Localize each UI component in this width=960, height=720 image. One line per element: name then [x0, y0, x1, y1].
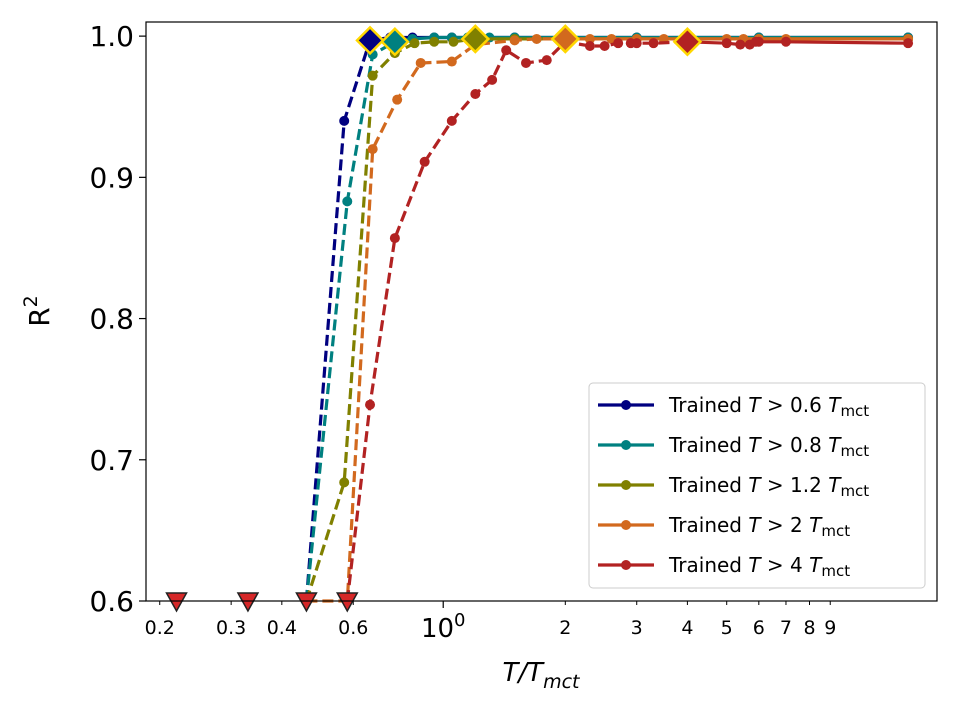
data-point: [446, 115, 457, 126]
y-tick-label: 0.9: [89, 161, 134, 194]
failed-triangle-marker: [335, 592, 359, 613]
x-minor-tick-label: 5: [721, 617, 733, 639]
data-point: [342, 196, 353, 207]
failed-triangle-marker: [295, 592, 318, 613]
data-point: [446, 56, 457, 67]
data-point: [419, 156, 430, 167]
data-point: [753, 36, 764, 47]
data-point: [389, 233, 400, 244]
x-minor-tick-label: 9: [824, 617, 836, 639]
data-point: [584, 33, 595, 44]
legend-marker: [621, 480, 631, 490]
legend-label: Trained T > 0.6 Tmct: [668, 393, 869, 420]
x-minor-tick-label: 7: [780, 617, 792, 639]
x-minor-tick-label: 0.2: [145, 617, 175, 639]
y-axis-title-superscript: 2: [20, 295, 42, 307]
data-point: [531, 33, 542, 44]
data-point: [599, 41, 610, 52]
data-point: [392, 94, 403, 105]
x-minor-tick-label: 0.4: [267, 617, 297, 639]
y-axis-title: R2: [20, 295, 56, 327]
threshold-diamond-marker: [355, 25, 385, 56]
data-point: [721, 38, 732, 49]
data-point: [613, 38, 624, 49]
legend-marker: [621, 520, 631, 530]
x-axis-title: T/Tmct: [503, 658, 581, 693]
threshold-diamond-marker: [550, 24, 581, 54]
x-minor-tick-label: 3: [631, 617, 643, 639]
x-minor-tick-label: 2: [559, 617, 571, 639]
data-point: [448, 36, 459, 47]
data-point: [501, 45, 512, 56]
data-point: [339, 477, 350, 488]
marker-layer: [165, 24, 703, 613]
y-tick-label: 1.0: [89, 20, 134, 53]
data-point: [365, 399, 376, 410]
legend-label: Trained T > 0.8 Tmct: [668, 433, 869, 460]
plot-frame: [145, 21, 938, 602]
data-point: [780, 36, 791, 47]
legend-label: Trained T > 1.2 Tmct: [668, 473, 869, 500]
data-point: [487, 74, 498, 85]
threshold-diamond-marker: [672, 27, 703, 57]
data-point: [429, 36, 440, 47]
x-minor-tick-label: 4: [681, 617, 693, 639]
failed-triangle-marker: [236, 592, 260, 613]
data-point: [339, 115, 350, 126]
legend-label: Trained T > 2 Tmct: [668, 513, 850, 540]
legend-marker: [621, 560, 631, 570]
series-dashed-line: [304, 37, 476, 602]
x-minor-tick-label: 8: [803, 617, 815, 639]
legend-marker: [621, 400, 631, 410]
x-axis-title-subscript: mct: [543, 671, 581, 693]
data-point: [735, 39, 746, 50]
legend-entry-1: Trained T > 0.6 Tmct: [598, 393, 869, 420]
y-tick-label: 0.6: [89, 585, 134, 618]
x-major-tick-label: 100: [421, 610, 466, 644]
x-minor-tick-label: 6: [753, 617, 765, 639]
data-point: [509, 35, 520, 46]
data-point: [409, 38, 420, 49]
y-tick-label: 0.7: [89, 444, 134, 477]
legend-entry-5: Trained T > 4 Tmct: [598, 553, 850, 580]
legend-box: [588, 382, 926, 589]
threshold-diamond-marker: [460, 24, 491, 54]
legend-entry-2: Trained T > 0.8 Tmct: [598, 433, 869, 460]
legend-marker: [621, 440, 631, 450]
x-minor-tick-label: 0.3: [216, 617, 246, 639]
data-point: [541, 55, 552, 66]
legend-label: Trained T > 4 Tmct: [668, 553, 850, 580]
series-dashed-line: [304, 40, 396, 602]
data-point: [648, 38, 659, 49]
threshold-diamond-marker: [380, 27, 410, 57]
y-axis-ticks: 0.6 0.7 0.8 0.9 1.0: [89, 20, 146, 618]
data-point: [584, 41, 595, 52]
x-minor-tick-label: 0.6: [338, 617, 368, 639]
data-point: [470, 89, 481, 100]
x-axis-ticks: 100 0.2 0.3 0.4 0.6 2 3 4 5 6 7 8 9: [145, 601, 836, 644]
legend-entry-3: Trained T > 1.2 Tmct: [598, 473, 869, 500]
data-point: [903, 38, 914, 49]
data-point: [415, 57, 426, 68]
series-layer: [304, 32, 914, 603]
legend-entry-4: Trained T > 2 Tmct: [598, 513, 850, 540]
y-tick-label: 0.8: [89, 303, 134, 336]
legend: Trained T > 0.6 Tmct Trained T > 0.8 Tmct…: [588, 382, 926, 589]
failed-triangle-marker: [165, 592, 188, 613]
data-point: [367, 144, 378, 155]
data-point: [367, 70, 378, 81]
data-point: [631, 38, 642, 49]
data-point: [521, 57, 532, 68]
